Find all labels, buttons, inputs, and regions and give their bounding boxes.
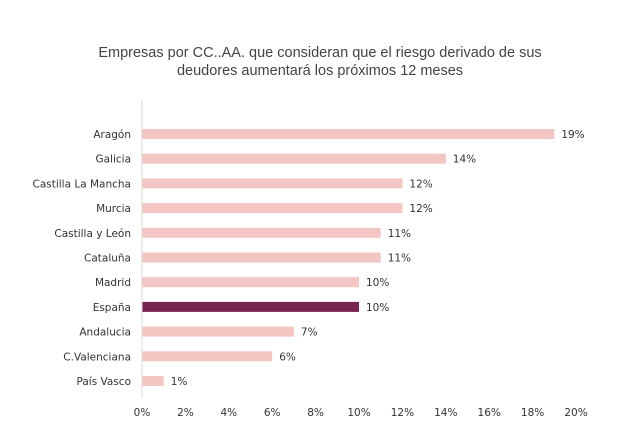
value-label: 12% <box>409 178 432 190</box>
x-tick-label: 18% <box>521 407 544 419</box>
category-label: País Vasco <box>77 376 132 388</box>
x-tick-label: 4% <box>220 407 237 419</box>
category-label: Aragón <box>93 129 131 141</box>
x-tick-label: 0% <box>134 407 151 419</box>
category-label: C.Valenciana <box>63 351 131 363</box>
bar-0 <box>142 129 555 139</box>
bar-3 <box>142 203 403 214</box>
category-label: España <box>93 302 131 314</box>
bar-8 <box>142 326 294 337</box>
value-label: 19% <box>561 129 584 141</box>
value-label: 1% <box>171 376 188 388</box>
category-label: Castilla y León <box>54 228 131 240</box>
category-label: Andalucia <box>79 327 131 339</box>
category-label: Galicia <box>95 154 131 166</box>
value-label: 12% <box>409 203 432 215</box>
bar-9 <box>142 351 273 362</box>
x-tick-label: 6% <box>264 407 281 419</box>
chart-title-line-1: Empresas por CC..AA. que consideran que … <box>98 45 542 61</box>
x-tick-label: 20% <box>564 407 587 419</box>
bar-2 <box>142 178 403 189</box>
value-label: 10% <box>366 302 389 314</box>
value-label: 11% <box>388 228 411 240</box>
category-label: Murcia <box>96 203 131 215</box>
bar-6 <box>142 277 359 288</box>
x-tick-label: 12% <box>391 407 414 419</box>
bar-10 <box>142 376 164 386</box>
value-label: 7% <box>301 327 318 339</box>
x-tick-label: 14% <box>434 407 457 419</box>
bar-5 <box>142 252 381 263</box>
value-label: 11% <box>388 253 411 265</box>
category-label: Cataluña <box>84 253 131 265</box>
category-label: Madrid <box>95 277 131 289</box>
bar-7 <box>142 301 359 312</box>
chart-title-line-2: deudores aumentará los próximos 12 meses <box>176 63 464 79</box>
value-label: 6% <box>279 351 296 363</box>
category-label: Castilla La Mancha <box>32 178 131 190</box>
bar-4 <box>142 227 381 238</box>
x-tick-label: 2% <box>177 407 194 419</box>
x-tick-label: 8% <box>307 407 324 419</box>
x-tick-label: 16% <box>478 407 501 419</box>
value-label: 10% <box>366 277 389 289</box>
x-tick-label: 10% <box>347 407 370 419</box>
value-label: 14% <box>453 154 476 166</box>
bar-1 <box>142 153 446 164</box>
